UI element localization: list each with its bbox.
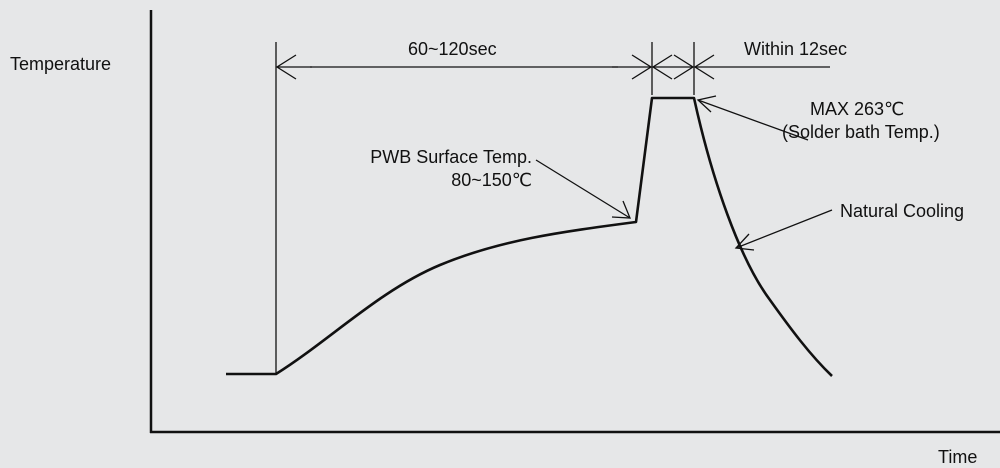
x-axis-label: Time: [938, 447, 978, 467]
pwb-surface-range: 80~150℃: [451, 170, 532, 190]
pwb-surface-title: PWB Surface Temp.: [370, 147, 532, 167]
max-temp-note: (Solder bath Temp.): [782, 122, 940, 142]
pwb-surface-leader: [535, 159, 631, 219]
cooling-leader: [735, 209, 833, 249]
pwb-surface-label: PWB Surface Temp. 80~150℃: [300, 146, 532, 191]
max-temp-label: MAX 263℃ (Solder bath Temp.): [782, 98, 940, 143]
peak-duration-label: Within 12sec: [744, 39, 848, 59]
preheat-duration-label: 60~120sec: [408, 39, 497, 59]
temperature-profile-curve: [226, 96, 833, 377]
y-axis-label: Temperature: [10, 54, 112, 74]
max-temp-value: MAX 263℃: [810, 99, 905, 119]
max-temp-leader: [697, 99, 809, 141]
cooling-label: Natural Cooling: [840, 201, 965, 221]
